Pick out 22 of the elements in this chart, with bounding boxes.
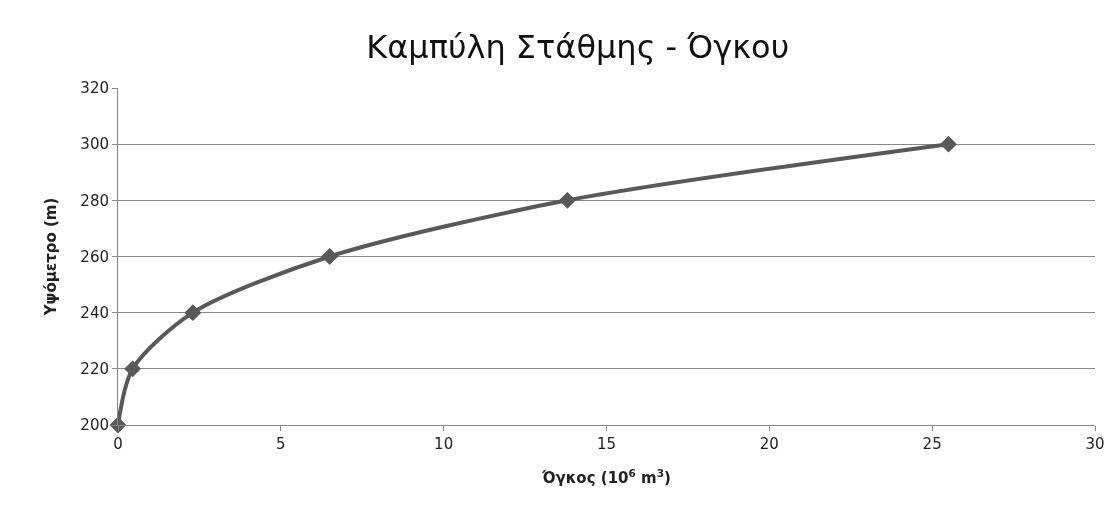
y-tick-label: 280 bbox=[80, 191, 109, 210]
y-tick-label: 220 bbox=[80, 360, 109, 379]
point bbox=[558, 191, 576, 209]
x-tick-label: 5 bbox=[276, 435, 286, 453]
x-tick-label: 25 bbox=[922, 435, 942, 453]
x-tick-label: 30 bbox=[1085, 435, 1105, 453]
x-tick-label: 0 bbox=[113, 435, 123, 453]
y-tick-label: 300 bbox=[80, 135, 109, 154]
y-tick-label: 320 bbox=[80, 79, 109, 98]
point bbox=[321, 248, 339, 265]
y-tick-label: 260 bbox=[80, 247, 109, 266]
y-tick-label: 240 bbox=[80, 303, 109, 322]
point bbox=[124, 360, 142, 378]
x-tick-label: 10 bbox=[434, 435, 454, 453]
chart-title: Καμπύλη Στάθμης - Όγκου bbox=[366, 28, 790, 67]
y-axis-title: Υψόμετρο (m) bbox=[41, 197, 60, 317]
point bbox=[184, 304, 202, 322]
y-tick-label: 200 bbox=[80, 416, 109, 435]
point bbox=[940, 135, 957, 153]
x-tick-label: 15 bbox=[596, 435, 617, 453]
x-axis-title: Όγκος (10$^{6}$ m$^{3}$) bbox=[541, 466, 671, 487]
x-tick-label: 20 bbox=[759, 435, 779, 453]
